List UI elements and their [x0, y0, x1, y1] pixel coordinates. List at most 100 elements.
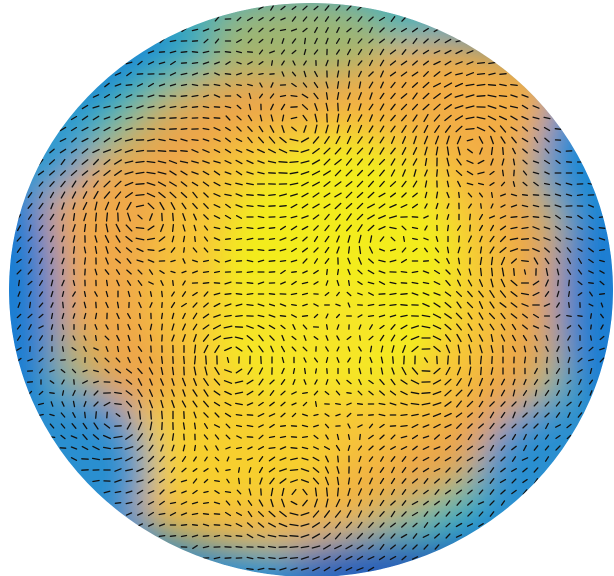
velocity-arrow: [490, 278, 494, 288]
velocity-arrow: [116, 279, 120, 287]
velocity-arrow: [433, 92, 441, 100]
velocity-arrow: [104, 82, 110, 88]
velocity-arrow: [301, 424, 309, 428]
velocity-arrow: [368, 103, 374, 111]
velocity-arrow: [422, 467, 430, 473]
velocity-arrow: [422, 435, 430, 439]
velocity-arrow: [380, 345, 384, 353]
velocity-arrow: [523, 356, 527, 364]
velocity-arrow: [367, 556, 375, 560]
velocity-arrow: [324, 16, 330, 22]
velocity-arrow: [511, 433, 517, 441]
velocity-arrow: [336, 124, 340, 134]
velocity-arrow: [555, 445, 561, 451]
velocity-arrow: [436, 214, 438, 220]
velocity-arrow: [390, 236, 396, 242]
velocity-arrow: [170, 478, 176, 484]
velocity-arrow: [236, 115, 242, 121]
velocity-arrow: [454, 105, 464, 109]
velocity-arrow: [456, 400, 462, 408]
velocity-arrow: [401, 366, 407, 376]
velocity-arrow: [379, 445, 385, 451]
velocity-arrow: [257, 303, 265, 307]
velocity-arrow: [335, 413, 341, 417]
velocity-arrow: [291, 280, 297, 286]
velocity-arrow: [312, 456, 320, 462]
velocity-arrow: [192, 489, 198, 495]
velocity-arrow: [125, 368, 133, 374]
velocity-arrow: [487, 105, 497, 109]
velocity-arrow: [357, 48, 363, 56]
velocity-arrow: [379, 114, 385, 122]
velocity-arrow: [94, 312, 98, 320]
velocity-arrow: [466, 61, 474, 65]
velocity-arrow: [532, 237, 540, 241]
velocity-arrow: [116, 312, 120, 320]
velocity-arrow: [555, 159, 561, 165]
velocity-arrow: [433, 281, 441, 285]
velocity-arrow: [246, 237, 254, 241]
velocity-arrow: [224, 314, 232, 318]
velocity-arrow: [115, 357, 121, 363]
velocity-arrow: [543, 116, 551, 120]
velocity-arrow: [202, 181, 210, 187]
velocity-arrow: [290, 500, 298, 506]
velocity-arrow: [587, 204, 595, 208]
velocity-arrow: [577, 315, 583, 317]
velocity-arrow: [500, 256, 506, 266]
velocity-arrow: [202, 259, 210, 263]
velocity-arrow: [94, 268, 98, 276]
velocity-arrow: [567, 389, 571, 397]
velocity-arrow: [169, 83, 177, 87]
velocity-arrow: [61, 379, 65, 385]
velocity-arrow: [379, 136, 385, 144]
velocity-arrow: [368, 246, 374, 254]
velocity-arrow: [455, 445, 463, 451]
velocity-arrow: [390, 522, 396, 528]
velocity-arrow: [521, 137, 529, 143]
velocity-arrow: [544, 257, 550, 265]
velocity-arrow: [258, 345, 264, 353]
velocity-arrow: [369, 356, 373, 364]
velocity-arrow: [367, 191, 375, 199]
velocity-arrow: [203, 389, 209, 397]
velocity-arrow: [588, 379, 594, 385]
velocity-arrow: [402, 236, 406, 242]
velocity-arrow: [257, 314, 265, 318]
velocity-arrow: [466, 456, 474, 462]
velocity-arrow: [368, 434, 374, 440]
velocity-arrow: [302, 488, 308, 496]
velocity-arrow: [93, 380, 99, 384]
velocity-arrow: [490, 267, 494, 277]
velocity-arrow: [38, 225, 44, 231]
velocity-arrow: [246, 171, 254, 175]
velocity-arrow: [555, 257, 561, 265]
velocity-arrow: [566, 257, 572, 265]
velocity-arrow: [127, 334, 131, 342]
velocity-arrow: [181, 202, 187, 210]
velocity-arrow: [532, 280, 540, 286]
velocity-arrow: [246, 424, 254, 428]
velocity-arrow: [432, 390, 442, 396]
velocity-arrow: [202, 545, 210, 549]
velocity-arrow: [444, 334, 452, 342]
velocity-arrow: [532, 247, 540, 253]
velocity-arrow: [81, 170, 89, 176]
velocity-arrow: [554, 204, 562, 208]
velocity-arrow: [311, 170, 321, 176]
velocity-arrow: [511, 468, 517, 472]
velocity-arrow: [422, 292, 430, 296]
velocity-arrow: [389, 303, 397, 307]
velocity-arrow: [400, 435, 408, 439]
velocity-arrow: [125, 501, 133, 505]
velocity-arrow: [289, 468, 299, 472]
velocity-arrow: [291, 82, 297, 88]
velocity-arrow: [521, 115, 529, 121]
velocity-arrow: [159, 478, 165, 484]
velocity-arrow: [412, 158, 418, 166]
velocity-arrow: [180, 512, 188, 516]
velocity-arrow: [522, 467, 528, 473]
velocity-arrow: [356, 180, 364, 188]
velocity-arrow: [148, 281, 154, 285]
velocity-arrow: [236, 39, 242, 43]
